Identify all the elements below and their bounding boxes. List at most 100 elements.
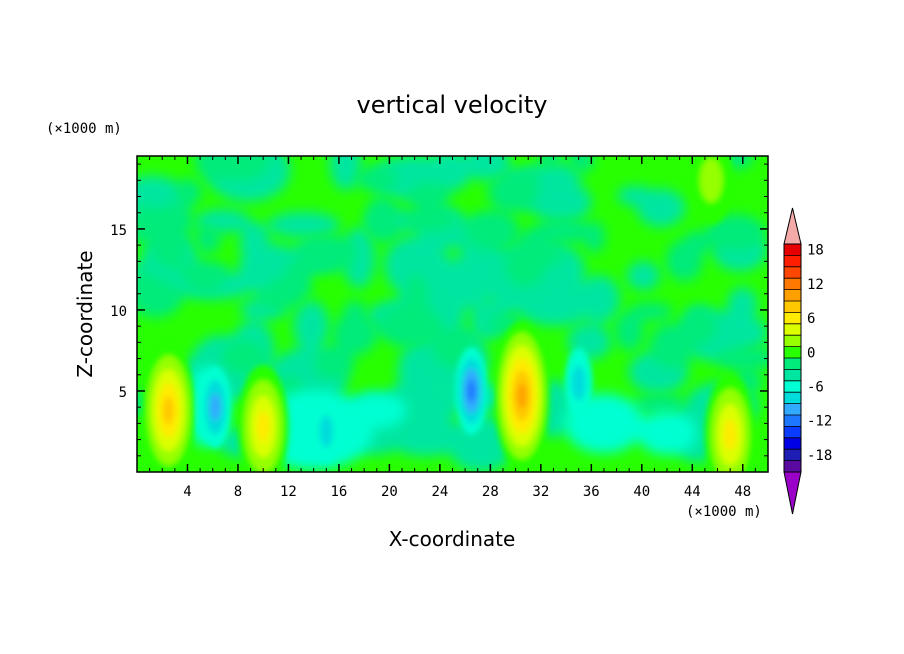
field-patch (413, 259, 495, 311)
x-axis: 4 8 12 16 20 24 28 32 36 40 44 48 (149, 156, 756, 500)
colorbar-tick-label: -6 (807, 380, 824, 396)
field-patch (297, 234, 358, 273)
field-patch (719, 315, 768, 351)
field-patch (267, 211, 340, 238)
colorbar-swatch (784, 323, 801, 336)
colorbar-swatch (784, 426, 801, 439)
colorbar-tick-label: 18 (807, 243, 824, 259)
x-tick-label: 24 (431, 484, 448, 500)
y-axis: 5 10 15 (110, 163, 768, 457)
field-patch (137, 279, 182, 318)
field-patch (578, 275, 621, 323)
field-patch (175, 261, 229, 280)
field-patch (637, 411, 698, 456)
colorbar-swatch (784, 403, 801, 416)
field-patch (463, 210, 520, 251)
x-tick-label: 8 (234, 484, 242, 500)
colorbar-tick-label: -12 (807, 414, 832, 430)
colorbar-swatch (784, 289, 801, 302)
field-patch (365, 196, 399, 242)
y-tick-label: 5 (119, 385, 127, 401)
x-tick-label: 40 (633, 484, 650, 500)
colorbar-swatch (784, 346, 801, 359)
colorbar-swatch (784, 244, 801, 256)
colorbar-swatch (784, 449, 801, 462)
field-patch (403, 207, 458, 232)
field-patch (151, 204, 194, 238)
updraft-cell (688, 156, 734, 225)
x-tick-label: 48 (734, 484, 751, 500)
colorbar: 18 12 6 0 -6 -12 -18 (783, 207, 832, 515)
colorbar-under-arrow (783, 471, 802, 515)
field-patch (284, 259, 310, 292)
colorbar-tick-label: -18 (807, 448, 832, 464)
colorbar-swatch (784, 460, 801, 473)
field-patch (195, 224, 221, 254)
x-tick-label: 16 (330, 484, 347, 500)
field-patch (487, 172, 538, 212)
field-patch (534, 217, 590, 245)
colorbar-swatch (784, 255, 801, 268)
colorbar-swatch (784, 278, 801, 291)
velocity-cells (141, 156, 756, 472)
field-patch (408, 182, 450, 209)
y-tick-label: 15 (110, 223, 127, 239)
updraft-cell (141, 341, 196, 472)
x-tick-label: 12 (280, 484, 297, 500)
y-unit-label: (×1000 m) (46, 121, 122, 137)
colorbar-tick-label: 6 (807, 311, 815, 327)
field-patch (539, 156, 561, 169)
field-patch (636, 188, 686, 228)
colorbar-swatch (784, 358, 801, 370)
downdraft-cell (564, 347, 593, 418)
field-patch (293, 300, 330, 352)
contour-level (723, 419, 737, 451)
colorbar-swatch (784, 301, 801, 313)
contour-level (163, 396, 174, 425)
field-patch (355, 167, 399, 191)
downdraft-cell (455, 346, 488, 435)
colorbar-frame (783, 243, 802, 473)
field-patch (568, 156, 595, 173)
y-axis-label: Z-coordinate (73, 250, 97, 377)
downdraft-cell (199, 366, 231, 449)
field-patch (406, 274, 427, 316)
x-tick-label: 4 (183, 484, 191, 500)
x-tick-label: 44 (684, 484, 701, 500)
downdraft-cell (313, 399, 340, 464)
field-patch (175, 179, 202, 206)
field-patch (194, 156, 248, 182)
x-tick-label: 28 (482, 484, 499, 500)
field-patch (329, 156, 362, 191)
field-patch (463, 156, 511, 181)
colorbar-swatch (784, 312, 801, 325)
field-patch (716, 346, 768, 370)
colorbar-swatch (784, 392, 801, 405)
field-patch (256, 289, 304, 309)
field-patch (508, 246, 566, 266)
field-patch (706, 214, 766, 252)
contour-level (700, 158, 723, 203)
x-tick-label: 20 (381, 484, 398, 500)
field-patch (239, 221, 270, 268)
contour-level (571, 365, 586, 401)
colorbar-over-arrow (783, 207, 802, 245)
field-patch (614, 311, 644, 351)
x-axis-label: X-coordinate (389, 527, 516, 551)
contour-level (467, 379, 476, 402)
x-unit-label: (×1000 m) (686, 504, 762, 520)
updraft-cell (494, 320, 550, 472)
colorbar-tick-label: 0 (807, 345, 815, 361)
colorbar-swatch (784, 266, 801, 279)
contour-level (319, 415, 333, 448)
contour-level (210, 393, 221, 421)
colorbar-swatch (784, 380, 801, 393)
plot-area (137, 156, 768, 472)
colorbar-swatch (784, 437, 801, 450)
field-patch (633, 393, 687, 417)
field-patch (380, 323, 435, 343)
colorbar-swatch (784, 415, 801, 427)
contour-level (256, 411, 270, 443)
chart-title: vertical velocity (357, 91, 548, 119)
